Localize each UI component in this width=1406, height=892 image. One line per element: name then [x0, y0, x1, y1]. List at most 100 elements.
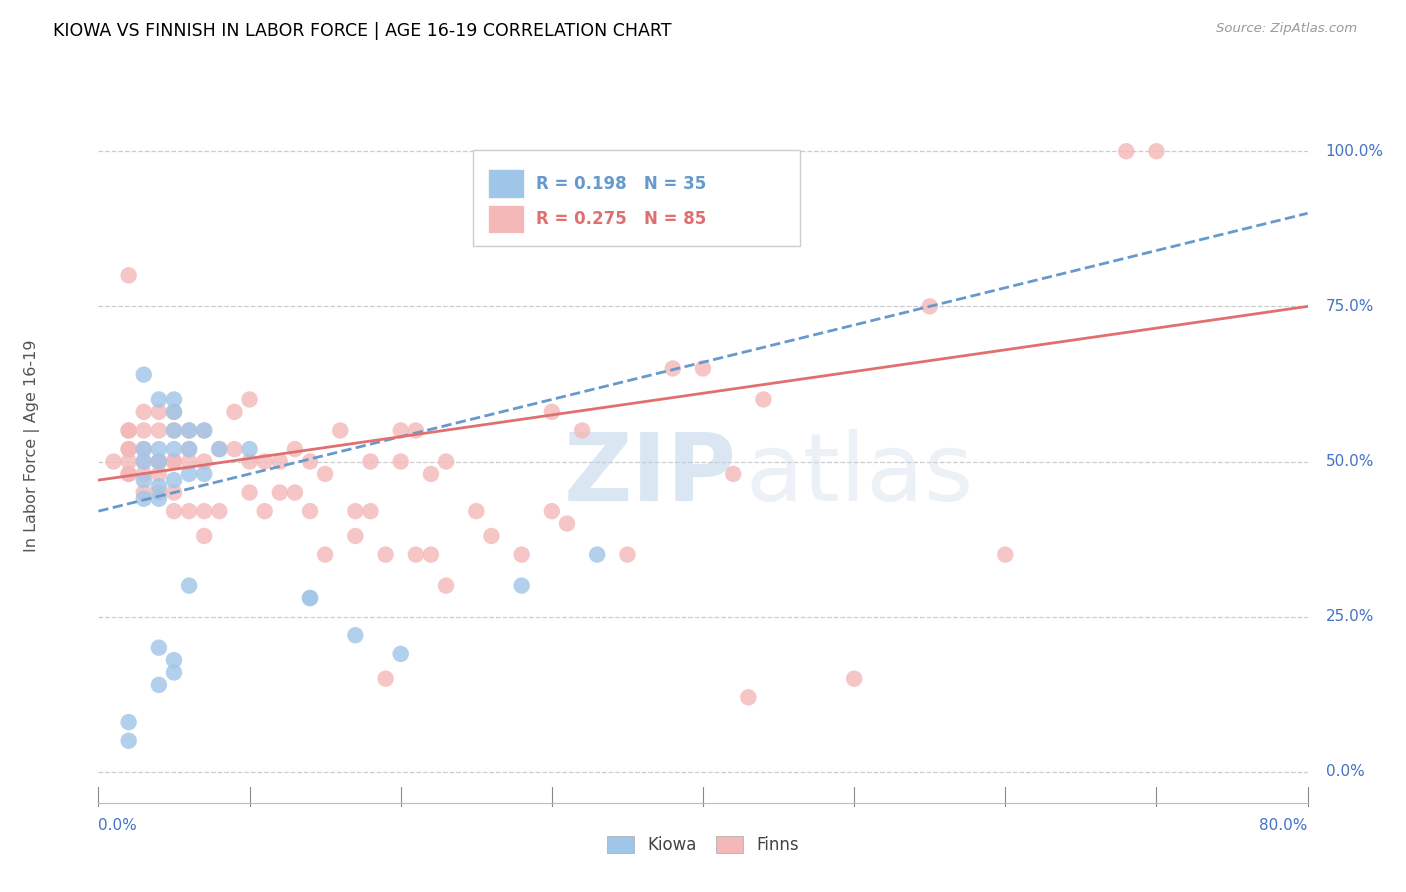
Point: [299, 504, 322, 518]
Point: [118, 467, 141, 481]
Point: [844, 672, 866, 686]
Point: [269, 485, 291, 500]
Point: [163, 454, 186, 468]
Point: [148, 442, 170, 456]
Point: [465, 504, 488, 518]
Point: [179, 579, 201, 593]
Point: [344, 628, 367, 642]
Point: [163, 405, 186, 419]
Point: [118, 442, 141, 456]
Text: In Labor Force | Age 16-19: In Labor Force | Age 16-19: [24, 340, 39, 552]
Point: [132, 442, 155, 456]
Point: [179, 442, 201, 456]
Text: 75.0%: 75.0%: [1326, 299, 1374, 314]
Point: [132, 405, 155, 419]
Point: [434, 454, 457, 468]
Point: [253, 504, 276, 518]
Point: [692, 361, 714, 376]
Point: [148, 454, 170, 468]
Point: [163, 473, 186, 487]
Point: [405, 548, 427, 562]
Point: [314, 467, 336, 481]
Point: [405, 424, 427, 438]
Point: [163, 485, 186, 500]
FancyBboxPatch shape: [474, 150, 800, 246]
Point: [389, 454, 412, 468]
Point: [586, 548, 609, 562]
Point: [269, 454, 291, 468]
Point: [299, 591, 322, 605]
Point: [132, 454, 155, 468]
Point: [179, 442, 201, 456]
Point: [299, 591, 322, 605]
Point: [163, 442, 186, 456]
Text: 0.0%: 0.0%: [98, 818, 138, 833]
Point: [284, 442, 307, 456]
Point: [208, 442, 231, 456]
Point: [193, 424, 215, 438]
Point: [723, 467, 745, 481]
Point: [163, 665, 186, 680]
Point: [374, 672, 396, 686]
Text: 0.0%: 0.0%: [1326, 764, 1364, 780]
Point: [148, 491, 170, 506]
Point: [163, 424, 186, 438]
Point: [118, 268, 141, 283]
Point: [148, 479, 170, 493]
Point: [132, 442, 155, 456]
Point: [148, 640, 170, 655]
Point: [132, 485, 155, 500]
Point: [193, 529, 215, 543]
Point: [118, 467, 141, 481]
Point: [179, 467, 201, 481]
Bar: [488, 205, 524, 234]
Point: [193, 467, 215, 481]
Point: [118, 424, 141, 438]
Text: Source: ZipAtlas.com: Source: ZipAtlas.com: [1216, 22, 1357, 36]
Point: [224, 405, 246, 419]
Point: [148, 454, 170, 468]
Point: [132, 454, 155, 468]
Point: [389, 424, 412, 438]
Point: [737, 690, 759, 705]
Point: [224, 442, 246, 456]
Point: [253, 454, 276, 468]
Point: [118, 715, 141, 730]
Point: [208, 504, 231, 518]
Point: [103, 454, 125, 468]
Point: [118, 733, 141, 747]
Point: [555, 516, 578, 531]
Point: [752, 392, 775, 407]
Text: R = 0.198   N = 35: R = 0.198 N = 35: [536, 175, 706, 193]
Point: [1144, 145, 1167, 159]
Point: [179, 424, 201, 438]
Point: [132, 467, 155, 481]
Point: [193, 454, 215, 468]
Point: [344, 529, 367, 543]
Point: [132, 491, 155, 506]
Legend: Kiowa, Finns: Kiowa, Finns: [599, 828, 807, 863]
Point: [314, 548, 336, 562]
Text: atlas: atlas: [745, 428, 973, 521]
Point: [148, 405, 170, 419]
Text: ZIP: ZIP: [564, 428, 737, 521]
Point: [193, 504, 215, 518]
Point: [163, 424, 186, 438]
Point: [179, 454, 201, 468]
Point: [420, 548, 443, 562]
Bar: [488, 169, 524, 198]
Point: [374, 548, 396, 562]
Point: [163, 653, 186, 667]
Point: [148, 424, 170, 438]
Point: [193, 424, 215, 438]
Point: [163, 405, 186, 419]
Point: [148, 467, 170, 481]
Point: [239, 442, 262, 456]
Point: [360, 504, 382, 518]
Point: [118, 454, 141, 468]
Point: [118, 424, 141, 438]
Point: [540, 405, 562, 419]
Point: [132, 424, 155, 438]
Point: [481, 529, 503, 543]
Point: [420, 467, 443, 481]
